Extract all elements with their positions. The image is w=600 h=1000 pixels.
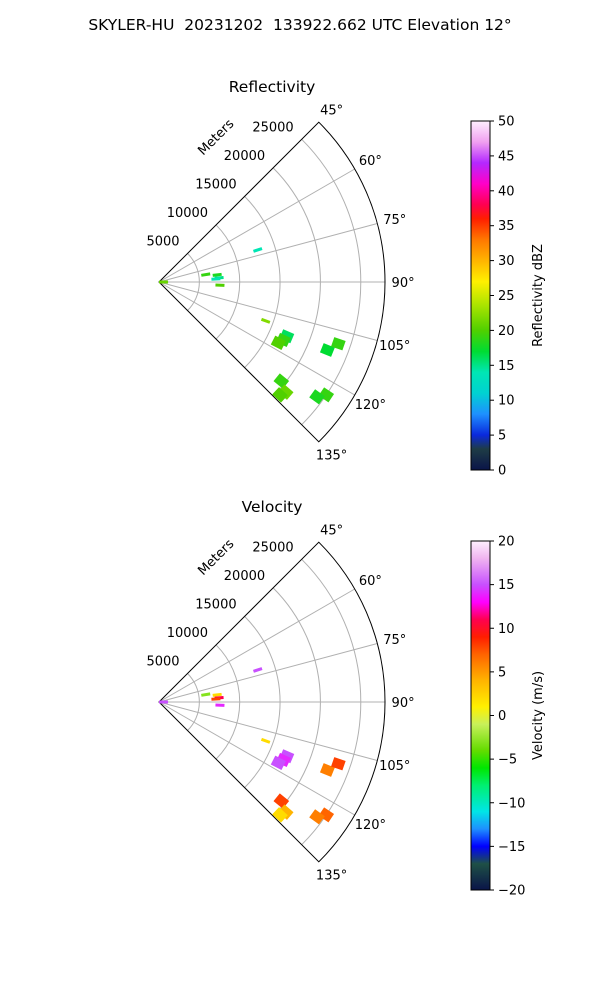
colorbar-tick-label: 20 [498,535,515,550]
colorbar-tick-label: 0 [498,464,506,479]
colorbar-label: Reflectivity dBZ [531,244,546,347]
echo-cell [331,337,346,351]
radial-tick-label: 20000 [224,149,265,164]
echo-cell [309,809,325,825]
colorbar-tick-label: −10 [498,796,525,811]
angle-tick-label: 60° [359,154,382,169]
echo-cell [272,387,288,403]
echo-cell [319,343,335,357]
echo-cell [215,283,225,287]
radial-tick-label: 25000 [252,120,293,135]
sector-outline [158,121,386,443]
angle-tick-label: 75° [383,213,406,228]
angle-grid-spoke [158,281,355,396]
colorbar-tick-label: 10 [498,394,515,409]
colorbar-tick-label: 0 [498,709,506,724]
angle-tick-label: 90° [392,696,415,711]
colorbar-tick-label: 45 [498,149,515,164]
colorbar-tick-label: 50 [498,115,515,130]
colorbar-tick-label: −20 [498,884,525,899]
echo-cell [331,757,346,771]
echo-cell [272,807,288,823]
echo-cell [212,692,222,697]
figure-title: SKYLER-HU 20231202 133922.662 UTC Elevat… [88,16,512,34]
echo-cell [273,373,290,389]
colorbar-tick-label: 15 [498,359,515,374]
angle-tick-label: 105° [379,759,410,774]
angle-grid-spoke [158,281,378,341]
echo-cell [309,389,325,405]
colorbar-tick-label: 20 [498,324,515,339]
radial-tick-label: 20000 [224,569,265,584]
echo-cell [252,667,263,673]
colorbar-tick-label: 5 [498,665,506,680]
echo-cell [277,384,294,400]
angle-tick-label: 120° [355,818,386,833]
colorbar-tick-label: 10 [498,622,515,637]
echo-cell [215,703,225,707]
radial-tick-label: 15000 [195,597,236,612]
radial-tick-label: 25000 [252,540,293,555]
colorbar-tick-label: 15 [498,578,515,593]
angle-tick-label: 120° [355,398,386,413]
colorbar [470,540,491,891]
panel-velocity: Velocity500010000150002000025000Meters45… [146,498,546,899]
colorbar-tick-label: 35 [498,219,515,234]
angle-tick-label: 45° [320,103,343,118]
angle-tick-label: 45° [320,523,343,538]
echo-cell [318,387,335,403]
colorbar-label: Velocity (m/s) [531,671,546,760]
echo-cell [252,247,263,253]
colorbar-tick-label: 40 [498,184,515,199]
angle-grid-spoke [158,168,355,283]
angle-tick-label: 75° [383,633,406,648]
angle-tick-label: 135° [316,449,347,464]
angle-grid-spoke [158,588,355,703]
radial-tick-label: 15000 [195,177,236,192]
echo-cell [277,804,294,820]
echo-cell [319,763,335,777]
colorbar-tick-label: 5 [498,429,506,444]
echo-cell [260,737,271,744]
echo-cell [211,277,221,281]
echo-cell [201,272,211,277]
panel-reflectivity: Reflectivity500010000150002000025000Mete… [146,78,546,479]
angle-grid-spoke [158,701,355,816]
echo-cell [270,335,286,351]
echo-cell [270,755,286,771]
echo-cell [159,700,169,704]
echo-cell [212,272,222,277]
colorbar-tick-label: 25 [498,289,515,304]
angle-tick-label: 60° [359,574,382,589]
colorbar-tick-label: 30 [498,254,515,269]
angle-grid-spoke [158,223,378,283]
colorbar [470,120,491,471]
echo-cell [260,317,271,324]
radial-tick-label: 5000 [146,234,179,249]
echo-cell [159,280,169,284]
echo-cell [273,793,290,809]
echo-cell [211,697,221,701]
angle-grid-spoke [158,701,378,761]
sector-outline [158,541,386,863]
colorbar-tick-label: −15 [498,840,525,855]
angle-tick-label: 90° [392,276,415,291]
panel-title: Velocity [242,498,303,516]
radial-tick-label: 10000 [167,626,208,641]
angle-tick-label: 135° [316,869,347,884]
radial-tick-label: 5000 [146,654,179,669]
angle-grid-spoke [158,643,378,703]
colorbar-tick-label: −5 [498,753,517,768]
angle-tick-label: 105° [379,339,410,354]
echo-cell [318,807,335,823]
panel-title: Reflectivity [229,78,316,96]
echo-cell [201,692,211,697]
radial-tick-label: 10000 [167,206,208,221]
